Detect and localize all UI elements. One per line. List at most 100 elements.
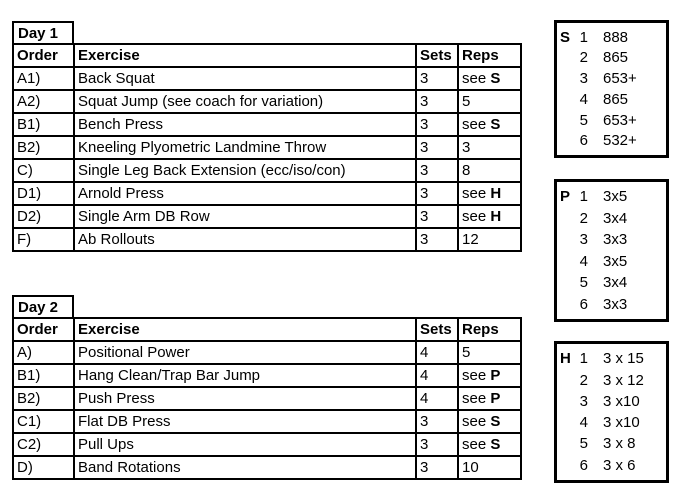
reps-text: see — [462, 115, 491, 133]
reps-cell: see S — [457, 112, 522, 137]
ref-row: 2 3 x 12 — [560, 372, 664, 389]
exercise-cell: Pull Ups — [73, 432, 417, 457]
ref-row: 2 3x4 — [560, 210, 664, 227]
day1-title: Day 1 — [12, 21, 74, 45]
column-header-order: Order — [12, 43, 75, 68]
reps-text: see — [462, 184, 491, 202]
sets-cell: 3 — [415, 158, 459, 183]
reps-text: see — [462, 389, 491, 407]
order-cell: B1) — [12, 363, 75, 388]
week-number: 6 — [579, 456, 588, 474]
reps-cell: 12 — [457, 227, 522, 252]
reps-ref-letter: S — [490, 115, 501, 133]
order-cell: D2) — [12, 204, 75, 229]
order-cell: F) — [12, 227, 75, 252]
week-number: 5 — [579, 274, 588, 292]
ref-row: 5 3x4 — [560, 274, 664, 291]
exercise-row: B1) Hang Clean/Trap Bar Jump 4 see P — [12, 363, 522, 388]
reps-cell: see H — [457, 181, 522, 206]
ref-value: 3x5 — [603, 188, 628, 206]
reps-ref-letter: P — [490, 366, 501, 384]
sets-cell: 3 — [415, 204, 459, 229]
exercise-row: A2) Squat Jump (see coach for variation)… — [12, 89, 522, 114]
reps-ref-letter: S — [490, 69, 501, 87]
sets-cell: 3 — [415, 227, 459, 252]
order-cell: B2) — [12, 386, 75, 411]
week-number: 2 — [579, 209, 588, 227]
week-number: 5 — [579, 435, 588, 453]
order-cell: C1) — [12, 409, 75, 434]
exercise-row: C1) Flat DB Press 3 see S — [12, 409, 522, 434]
ref-value: 865 — [603, 90, 629, 108]
day2-title: Day 2 — [12, 295, 74, 319]
column-header-order: Order — [12, 317, 75, 342]
reps-ref-letter: S — [490, 435, 501, 453]
ref-row: H 1 3 x 15 — [560, 350, 664, 367]
exercise-cell: Hang Clean/Trap Bar Jump — [73, 363, 417, 388]
reps-text: 5 — [462, 92, 471, 110]
ref-value: 3x3 — [603, 295, 628, 313]
ref-row: 2 865 — [560, 49, 664, 66]
exercise-row: B1) Bench Press 3 see S — [12, 112, 522, 137]
ref-value: 653+ — [603, 111, 637, 129]
order-cell: A1) — [12, 66, 75, 91]
week-number: 6 — [579, 132, 588, 150]
sets-cell: 3 — [415, 409, 459, 434]
ref-row: 5 3 x 8 — [560, 435, 664, 452]
exercise-row: A1) Back Squat 3 see S — [12, 66, 522, 91]
ref-value: 865 — [603, 49, 629, 67]
day1-table: Order Exercise Sets Reps A1) Back Squat … — [12, 43, 522, 252]
sets-cell: 4 — [415, 340, 459, 365]
reps-cell: see S — [457, 66, 522, 91]
week-number: 3 — [579, 231, 588, 249]
exercise-row: D) Band Rotations 3 10 — [12, 455, 522, 480]
exercise-row: A) Positional Power 4 5 — [12, 340, 522, 365]
ref-value: 3 x10 — [603, 392, 640, 410]
exercise-cell: Squat Jump (see coach for variation) — [73, 89, 417, 114]
ref-box-h: H 1 3 x 15 2 3 x 12 3 3 x10 4 3 x10 5 3 … — [554, 341, 669, 483]
exercise-cell: Ab Rollouts — [73, 227, 417, 252]
order-cell: A) — [12, 340, 75, 365]
ref-value: 532+ — [603, 132, 637, 150]
reps-cell: 3 — [457, 135, 522, 160]
reps-text: 3 — [462, 138, 471, 156]
reps-cell: 5 — [457, 340, 522, 365]
week-number: 2 — [579, 371, 588, 389]
order-cell: B1) — [12, 112, 75, 137]
week-number: 4 — [579, 90, 588, 108]
header-row: Order Exercise Sets Reps — [12, 43, 522, 68]
ref-value: 653+ — [603, 70, 637, 88]
day2-table: Order Exercise Sets Reps A) Positional P… — [12, 317, 522, 480]
reps-text: 8 — [462, 161, 471, 179]
ref-value: 3x4 — [603, 209, 628, 227]
exercise-cell: Arnold Press — [73, 181, 417, 206]
week-number: 6 — [579, 295, 588, 313]
column-header-exercise: Exercise — [73, 43, 417, 68]
ref-value: 3x4 — [603, 274, 628, 292]
exercise-row: B2) Kneeling Plyometric Landmine Throw 3… — [12, 135, 522, 160]
ref-row: 3 653+ — [560, 70, 664, 87]
ref-value: 3 x 15 — [603, 350, 644, 368]
week-number: 2 — [579, 49, 588, 67]
sets-cell: 3 — [415, 89, 459, 114]
ref-row: P 1 3x5 — [560, 188, 664, 205]
sets-cell: 3 — [415, 112, 459, 137]
reps-text: see — [462, 366, 491, 384]
day1-section: Day 1 Order Exercise Sets Reps A1) Back … — [12, 21, 522, 252]
reps-cell: 5 — [457, 89, 522, 114]
sets-cell: 3 — [415, 135, 459, 160]
week-number: 4 — [579, 252, 588, 270]
exercise-cell: Single Arm DB Row — [73, 204, 417, 229]
week-number: 1 — [579, 188, 588, 206]
reps-cell: see H — [457, 204, 522, 229]
exercise-row: C) Single Leg Back Extension (ecc/iso/co… — [12, 158, 522, 183]
order-cell: B2) — [12, 135, 75, 160]
ref-row: S 1 888 — [560, 29, 664, 46]
ref-box-letter: P — [560, 188, 571, 206]
reps-ref-letter: H — [490, 184, 502, 202]
header-row: Order Exercise Sets Reps — [12, 317, 522, 342]
sets-cell: 3 — [415, 455, 459, 480]
ref-box-letter: H — [560, 350, 571, 368]
ref-row: 6 3x3 — [560, 296, 664, 313]
week-number: 3 — [579, 70, 588, 88]
